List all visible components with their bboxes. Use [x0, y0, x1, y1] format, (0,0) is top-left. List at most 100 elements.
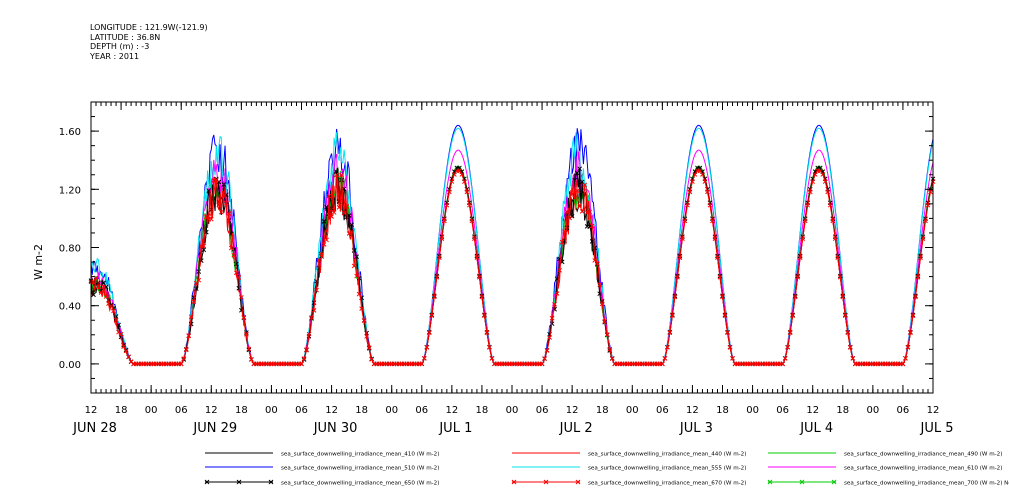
series-marker: [667, 330, 673, 336]
series-marker: [810, 179, 816, 184]
series-marker: [439, 236, 445, 241]
y-tick-label: 0.80: [59, 244, 81, 255]
series-marker: [223, 192, 229, 198]
series-marker: [346, 231, 352, 236]
series-marker: [239, 294, 244, 300]
series-marker: [780, 361, 785, 367]
series-marker: [920, 236, 926, 241]
series-marker: [479, 294, 485, 300]
series-marker: [424, 345, 430, 350]
series-marker: [792, 294, 798, 300]
legend-marker: [236, 479, 242, 485]
series-marker: [474, 255, 480, 260]
x-tick-label: 18: [355, 405, 368, 416]
series-marker: [324, 204, 329, 210]
series-marker: [231, 252, 237, 258]
series-marker: [549, 315, 555, 321]
series-marker: [366, 345, 372, 350]
series-marker: [557, 267, 562, 273]
series-marker: [727, 345, 733, 350]
series-marker: [685, 202, 690, 208]
depth-text: DEPTH (m) : -3: [90, 42, 150, 51]
series-marker: [311, 300, 317, 306]
legend-marker: [511, 479, 517, 485]
series-marker: [467, 202, 472, 208]
series-marker: [434, 274, 440, 280]
series-marker: [670, 313, 675, 318]
series-marker: [594, 261, 600, 266]
x-tick-label: 18: [596, 405, 609, 416]
x-tick-label: 00: [265, 405, 278, 416]
series-marker: [604, 332, 610, 337]
series-marker: [597, 282, 603, 288]
series-marker: [675, 274, 680, 280]
series-marker: [785, 345, 791, 350]
x-tick-label: 00: [626, 405, 639, 416]
series-marker: [306, 331, 312, 337]
legend-label: sea_surface_downwelling_irradiance_mean_…: [281, 481, 439, 487]
series-marker: [830, 218, 836, 224]
series-marker: [547, 335, 552, 340]
x-tick-label: 12: [686, 405, 699, 416]
date-label: JUN 30: [313, 421, 358, 436]
x-tick-label: 06: [536, 405, 549, 416]
series-marker: [186, 333, 192, 339]
series-marker: [707, 202, 713, 208]
series-marker: [482, 313, 487, 318]
x-tick-label: 06: [295, 405, 308, 416]
series-marker: [221, 182, 227, 187]
series-marker: [687, 189, 693, 195]
series-marker: [697, 168, 703, 174]
series-marker: [582, 182, 588, 188]
legend-label: sea_surface_downwelling_irradiance_mean_…: [588, 466, 746, 472]
series-marker: [96, 284, 101, 290]
series-marker: [108, 303, 114, 309]
series-marker: [589, 223, 595, 229]
series-marker: [452, 172, 457, 177]
series-marker: [825, 189, 831, 195]
legend-label: sea_surface_downwelling_irradiance_mean_…: [588, 481, 746, 487]
series-marker: [361, 318, 367, 323]
x-tick-label: 12: [85, 405, 98, 416]
plot-series: [88, 124, 936, 367]
x-tick-label: 18: [716, 405, 729, 416]
series-marker: [299, 361, 304, 367]
series-marker: [705, 189, 710, 195]
series-marker: [208, 216, 214, 222]
series-marker: [321, 219, 327, 224]
series-marker: [196, 269, 202, 274]
series-marker: [344, 204, 349, 209]
series-marker: [802, 218, 808, 224]
series-marker: [233, 261, 239, 267]
series-marker: [436, 255, 442, 260]
legend-label: sea_surface_downwelling_irradiance_mean_…: [281, 452, 439, 458]
series-marker: [334, 172, 339, 178]
series-marker: [446, 189, 452, 195]
series-marker: [795, 274, 801, 280]
series-marker: [469, 218, 475, 224]
series-marker: [607, 346, 613, 352]
x-tick-label: 12: [205, 405, 218, 416]
series-marker: [341, 210, 347, 216]
series-marker: [111, 308, 116, 314]
legend-marker: [268, 479, 274, 485]
series-marker: [842, 313, 848, 318]
series-marker: [577, 203, 583, 208]
series-marker: [908, 330, 913, 336]
series-marker: [845, 330, 851, 336]
series-marker: [554, 291, 560, 296]
series-marker: [233, 270, 239, 276]
date-label: JUN 28: [72, 421, 117, 436]
series-marker: [201, 247, 207, 253]
y-tick-label: 1.20: [59, 185, 81, 196]
series-marker: [213, 177, 219, 183]
legend-marker: [831, 479, 837, 485]
series-marker: [311, 308, 317, 313]
series-marker: [787, 330, 793, 336]
series-marker: [457, 168, 462, 174]
series-marker: [121, 344, 126, 350]
series-marker: [211, 195, 217, 201]
series-marker: [702, 179, 708, 184]
series-marker: [797, 255, 803, 260]
series-marker: [832, 236, 838, 241]
